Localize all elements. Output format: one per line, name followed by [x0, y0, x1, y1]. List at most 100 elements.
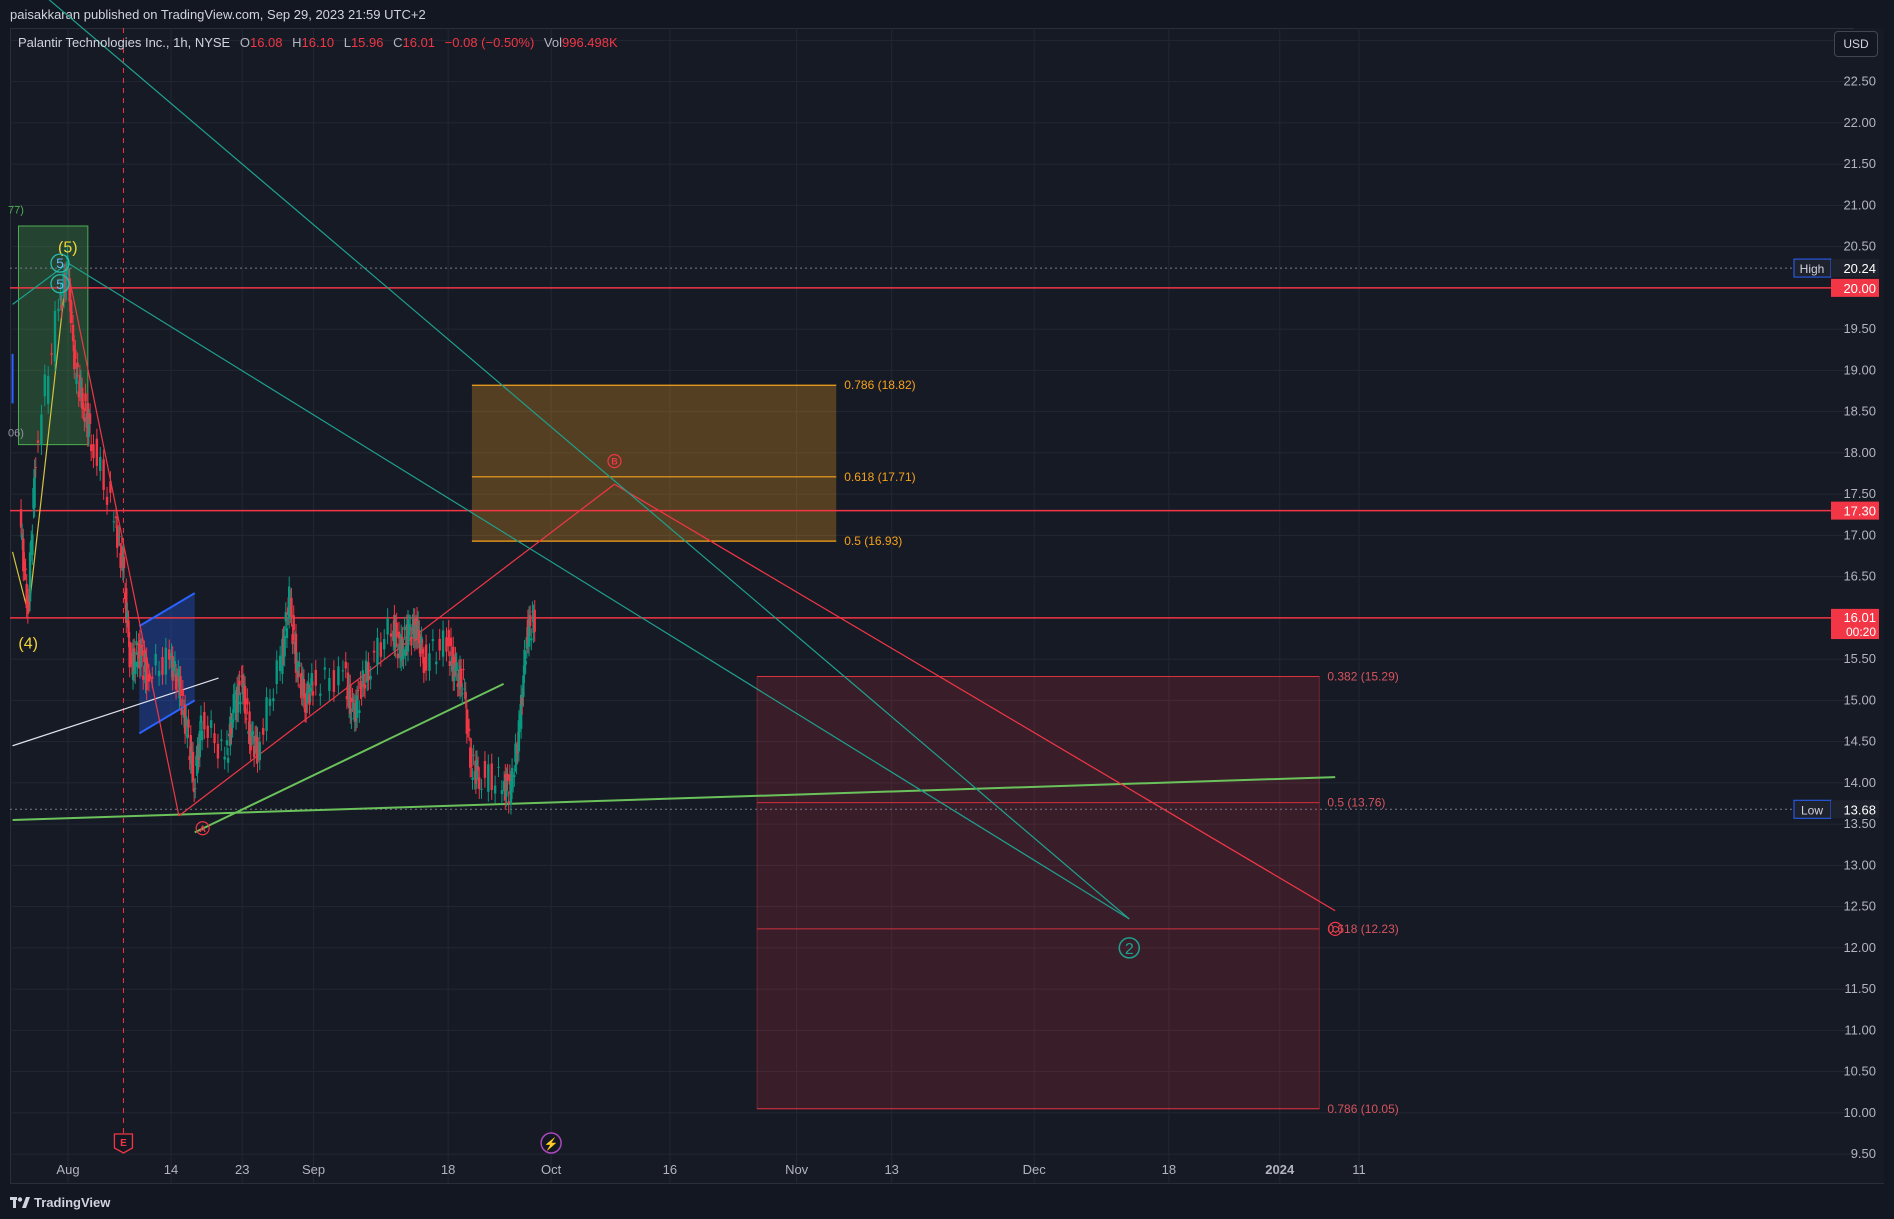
candle-body — [490, 763, 493, 791]
earnings-marker — [113, 1133, 134, 1154]
candle — [461, 683, 464, 705]
tradingview-logo[interactable]: TradingView — [10, 1195, 110, 1210]
fib-red-label: 0.382 (15.29) — [1327, 669, 1398, 683]
candle-body — [249, 734, 252, 751]
candle-body — [140, 644, 144, 656]
candle — [372, 640, 376, 663]
last-price-tag — [1831, 609, 1879, 640]
candle — [238, 670, 241, 696]
candle-body — [285, 628, 289, 639]
candle-body — [509, 780, 513, 805]
currency-button[interactable]: USD — [1834, 31, 1878, 57]
candle-body — [192, 788, 196, 793]
candle — [278, 645, 282, 681]
price-axis-tick: 14.50 — [1843, 734, 1876, 749]
candle-body — [151, 676, 154, 679]
price-axis-tick: 17.50 — [1843, 486, 1876, 501]
candle-body — [26, 598, 30, 614]
price-axis-tick: 19.50 — [1843, 321, 1876, 336]
candle-body — [506, 773, 509, 781]
candle-body — [466, 719, 470, 728]
candle — [275, 650, 278, 694]
candle-body — [467, 728, 471, 732]
candle — [28, 542, 32, 612]
candle — [180, 698, 183, 725]
candle — [510, 758, 514, 800]
candle — [200, 720, 204, 751]
candle — [112, 511, 116, 532]
wave2-label-circle — [1118, 937, 1141, 959]
candle-body — [120, 546, 123, 561]
candle — [31, 524, 34, 565]
candle — [454, 646, 457, 677]
time-axis-tick: 11 — [1352, 1162, 1366, 1177]
legend-close: 16.01 — [402, 35, 436, 50]
candle — [401, 626, 404, 667]
fib-zones — [17, 225, 1320, 1110]
candle-body — [232, 694, 235, 713]
candle — [36, 430, 40, 453]
legend-vol: 996.498K — [562, 35, 618, 50]
candle-body — [209, 720, 213, 728]
candle — [294, 623, 298, 683]
candle-body — [268, 698, 272, 706]
candle — [337, 656, 340, 696]
candle — [82, 393, 85, 420]
candle-body — [341, 670, 345, 672]
candle — [216, 733, 220, 769]
price-axis-tick: 12.50 — [1843, 899, 1876, 914]
price-axis-tick: 11.00 — [1844, 1022, 1876, 1037]
candle — [358, 700, 361, 723]
candle-body — [233, 692, 237, 695]
candle — [455, 652, 458, 681]
candle — [65, 261, 68, 301]
candle-body — [397, 631, 401, 639]
bar-countdown-label: 00:20 — [1846, 625, 1876, 639]
candle-body — [470, 748, 473, 768]
candle — [102, 449, 105, 500]
candle-body — [462, 669, 465, 671]
candle — [310, 663, 314, 696]
candle-body — [177, 669, 180, 677]
candle-body — [386, 618, 389, 635]
dividend-marker — [540, 1132, 562, 1154]
price-axis-tick: 15.50 — [1843, 651, 1876, 666]
price-axis-tick: 16.50 — [1843, 569, 1876, 584]
candle — [302, 669, 306, 709]
candle-body — [344, 661, 347, 669]
candle-body — [65, 270, 68, 291]
candle — [75, 362, 78, 394]
level-price-tag-label: 20.00 — [1843, 281, 1876, 296]
candle — [533, 599, 536, 642]
candle-body — [512, 781, 515, 783]
publisher-line: paisakkaran published on TradingView.com… — [10, 7, 426, 22]
candle-body — [487, 764, 490, 792]
candle-body — [50, 353, 53, 355]
candle-body — [497, 766, 500, 768]
candle — [122, 546, 126, 579]
price-axis-tick: 18.50 — [1843, 404, 1876, 419]
candle — [116, 516, 119, 558]
candle-body — [36, 440, 40, 443]
candle-body — [132, 648, 136, 672]
level-price-tag-label: 17.30 — [1843, 504, 1876, 519]
candle — [490, 753, 493, 800]
candle-body — [447, 629, 450, 647]
candle-body — [194, 788, 197, 790]
candle — [449, 627, 453, 657]
candle-body — [383, 639, 386, 650]
candle-body — [307, 682, 310, 693]
candle-body — [53, 310, 57, 362]
candle-body — [25, 583, 28, 608]
chart-frame[interactable] — [10, 28, 1884, 1184]
candle-body — [191, 751, 195, 782]
fib-orange-zone — [471, 385, 837, 542]
candle-body — [510, 768, 514, 790]
candle-body — [265, 697, 268, 732]
candle-body — [161, 656, 164, 675]
candle-body — [346, 672, 350, 697]
candle-body — [360, 695, 363, 697]
candle-body — [226, 757, 230, 763]
candle-body — [143, 650, 146, 663]
